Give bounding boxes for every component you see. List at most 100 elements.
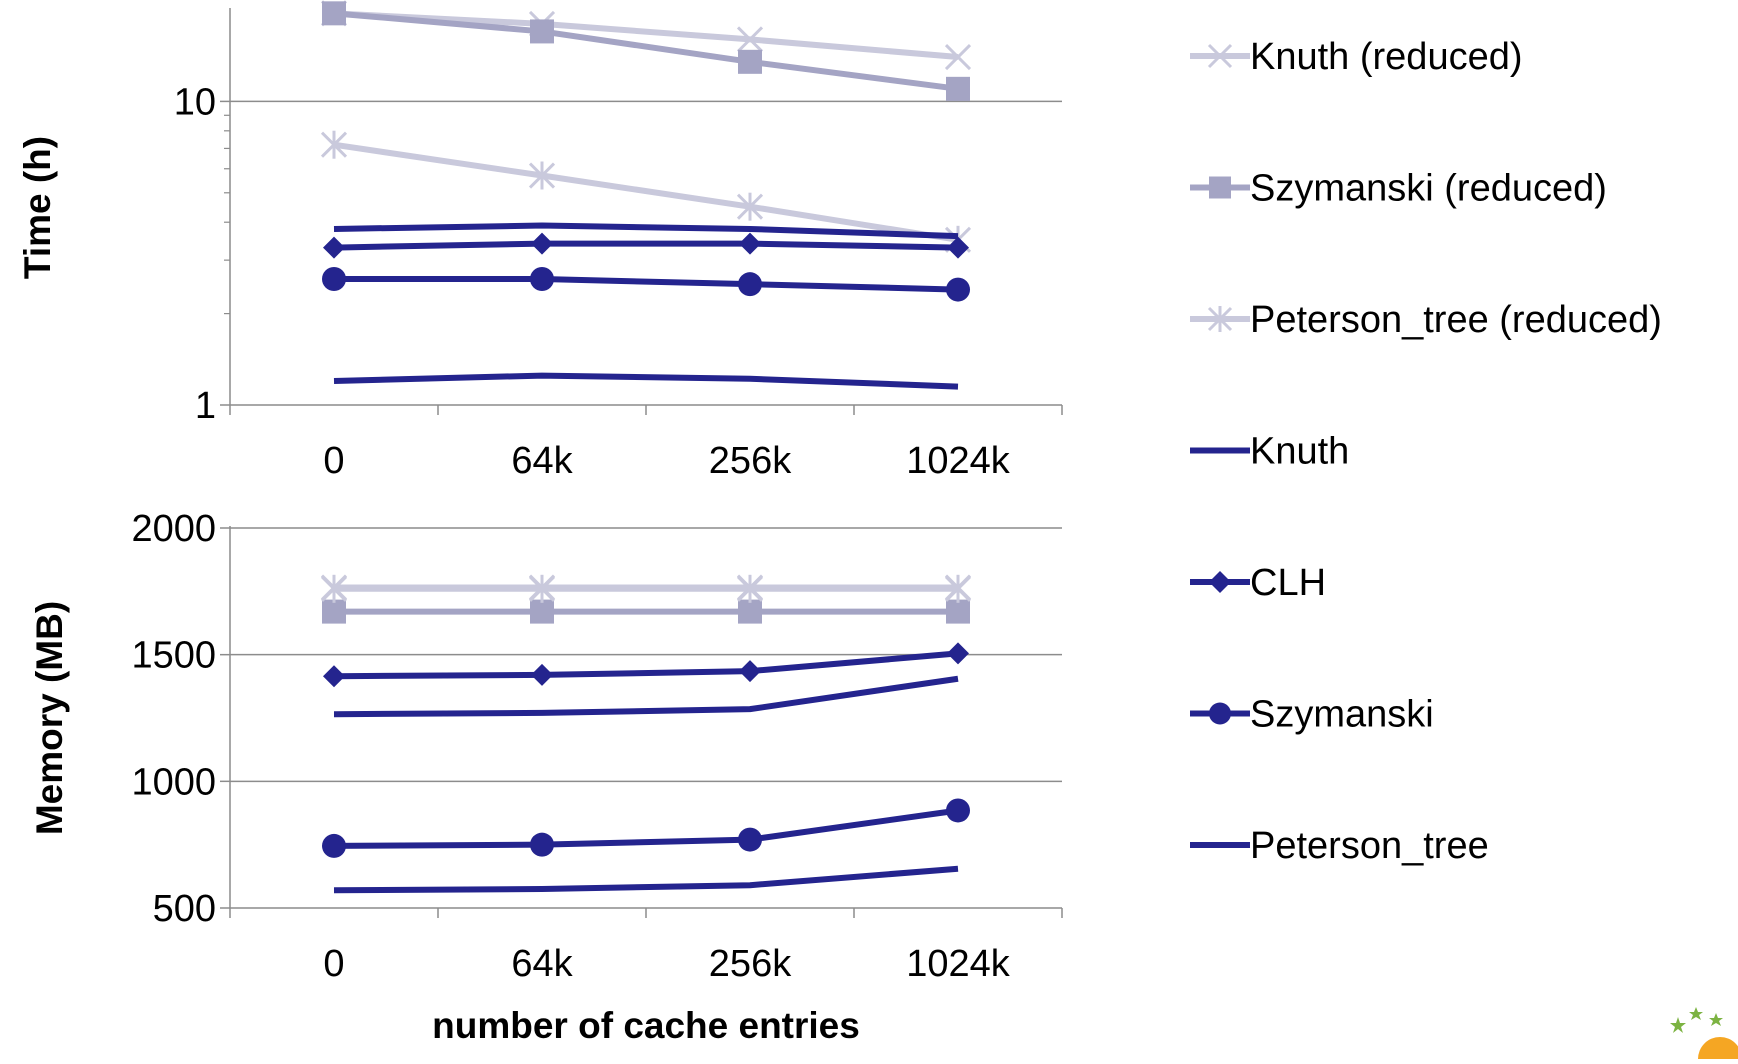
time-h-series-clh-point	[947, 236, 969, 259]
time-h-axis-title: Time (h)	[17, 136, 58, 279]
legend-item-clh-label: CLH	[1250, 562, 1326, 604]
memory-mb-series-szymanski-reduced-point	[738, 599, 762, 624]
legend-item-knuth-reduced-marker	[1207, 43, 1233, 69]
memory-mb-y-tick-label: 1000	[131, 761, 216, 803]
memory-mb-series-clh-point	[739, 660, 761, 683]
time-h-x-tick-label-0: 0	[323, 440, 344, 482]
memory-mb-series-szymanski-reduced	[322, 599, 970, 624]
memory-mb-series-clh-point	[947, 642, 969, 665]
time-h-series-knuth-reduced-line	[333, 10, 959, 61]
time-h-series-peterson-tree-line	[333, 372, 959, 390]
time-chart-panel: 1 10 0 64k 256k 1024k Time (h)	[17, 0, 1063, 482]
memory-mb-series-clh-line	[333, 650, 959, 680]
memory-mb-series-clh-point	[531, 663, 553, 686]
time-h-series-szymanski-reduced-point	[530, 19, 554, 44]
memory-mb-series-clh-point	[323, 665, 345, 688]
memory-mb-series-szymanski-point	[946, 798, 970, 823]
time-h-series-clh	[323, 232, 969, 259]
memory-mb-axis-title: Memory (MB)	[29, 601, 70, 835]
legend-item-szymanski-marker	[1209, 702, 1231, 725]
memory-mb-series-knuth-line	[333, 675, 959, 718]
time-h-x-tick-label-64k: 64k	[511, 440, 573, 482]
memory-mb-series-peterson-tree-reduced-point	[944, 574, 972, 603]
time-h-x-tick-label-1024k: 1024k	[906, 440, 1011, 482]
legend-item-peterson-tree: Peterson_tree	[1190, 825, 1489, 867]
time-h-y-tick-label: 1	[195, 385, 216, 427]
memory-mb-series-szymanski-reduced-point	[946, 599, 970, 624]
time-h-series-szymanski-point	[946, 277, 970, 302]
time-h-series-clh-point	[323, 236, 345, 259]
legend-item-clh: CLH	[1190, 562, 1326, 604]
memory-mb-series-szymanski-point	[738, 827, 762, 852]
time-h-series-knuth-reduced-point-stroke-b	[944, 43, 972, 71]
memory-mb-series-peterson-tree-line	[333, 865, 959, 894]
memory-mb-series-szymanski-reduced-point	[322, 599, 346, 624]
memory-mb-x-tick-label-1024k: 1024k	[906, 943, 1011, 985]
memory-mb-y-tick-label: 2000	[131, 508, 216, 550]
legend-item-szymanski: Szymanski	[1190, 694, 1434, 736]
time-h-series-szymanski-line	[334, 276, 959, 293]
memory-mb-series-peterson-tree-reduced-point	[528, 574, 556, 603]
time-h-series-knuth-line	[333, 222, 959, 240]
memory-mb-x-tick-label-64k: 64k	[511, 943, 573, 985]
time-h-series-szymanski-point	[530, 267, 554, 292]
time-h-series-szymanski-reduced	[322, 1, 970, 101]
legend-item-peterson-tree-reduced-label: Peterson_tree (reduced)	[1250, 299, 1662, 341]
legend-item-szymanski-label: Szymanski	[1250, 694, 1434, 736]
time-h-series-clh-point	[531, 232, 553, 255]
time-h-series-szymanski-reduced-point	[946, 76, 970, 101]
memory-mb-series-peterson-tree	[333, 865, 959, 894]
memory-mb-x-tick-label-256k: 256k	[709, 943, 792, 985]
time-h-series-knuth-reduced	[320, 0, 972, 71]
time-h-series-peterson-tree-reduced-point	[736, 192, 764, 221]
memory-mb-series-clh	[323, 642, 969, 688]
time-h-series-peterson-tree-reduced-point	[528, 161, 556, 190]
time-h-series-knuth-reduced-point	[944, 43, 972, 71]
time-h-y-tick-label: 10	[174, 81, 216, 123]
memory-mb-series-szymanski-point	[530, 832, 554, 857]
memory-mb-series-knuth	[333, 675, 959, 718]
memory-mb-y-tick-label: 1500	[131, 635, 216, 677]
memory-mb-series-szymanski-line	[333, 807, 959, 849]
legend-item-knuth-reduced-label: Knuth (reduced)	[1250, 36, 1523, 78]
legend-item-peterson-tree-reduced: Peterson_tree (reduced)	[1190, 299, 1662, 341]
memory-mb-series-szymanski-reduced-point	[530, 599, 554, 624]
time-h-series-szymanski-reduced-point	[738, 49, 762, 74]
legend-item-knuth-reduced: Knuth (reduced)	[1190, 36, 1523, 78]
time-h-series-szymanski-point	[738, 272, 762, 297]
memory-mb-series-szymanski-point	[322, 833, 346, 858]
chart-legend: Knuth (reduced) Szymanski (reduced) Peters…	[1190, 36, 1662, 867]
memory-mb-series-peterson-tree-reduced	[320, 574, 972, 603]
time-h-series-knuth-reduced-point-stroke-b	[736, 26, 764, 53]
legend-item-szymanski-reduced-marker	[1209, 176, 1231, 199]
time-h-series-szymanski-reduced-line	[333, 10, 959, 92]
time-h-series-peterson-tree	[333, 372, 959, 390]
time-h-series-szymanski	[322, 267, 970, 302]
memory-chart-panel: 500 1000 1500 2000 0 64k 256k 1024k Memory (MB) n…	[29, 508, 1063, 1046]
time-h-series-peterson-tree-reduced-point	[320, 130, 348, 159]
time-h-series-szymanski-point	[322, 267, 346, 292]
time-h-series-knuth	[333, 222, 959, 240]
memory-mb-y-tick-label: 500	[153, 888, 216, 930]
legend-item-szymanski-reduced-label: Szymanski (reduced)	[1250, 168, 1607, 210]
time-h-series-clh-line	[333, 240, 959, 251]
legend-item-clh-marker	[1209, 571, 1231, 593]
legend-item-knuth-label: Knuth	[1250, 431, 1349, 473]
time-h-x-tick-label-256k: 256k	[709, 440, 792, 482]
memory-mb-x-tick-label-0: 0	[323, 943, 344, 985]
time-h-series-clh-point	[739, 232, 761, 255]
legend-item-szymanski-reduced: Szymanski (reduced)	[1190, 168, 1607, 210]
x-axis-title: number of cache entries	[432, 1005, 860, 1046]
memory-mb-series-peterson-tree-reduced-point	[736, 574, 764, 603]
time-h-series-szymanski-reduced-point	[322, 1, 346, 26]
legend-item-peterson-tree-label: Peterson_tree	[1250, 825, 1489, 867]
memory-mb-series-peterson-tree-reduced-point	[320, 574, 348, 603]
time-h-series-peterson-tree-reduced-line	[333, 141, 959, 243]
corner-logo-icon	[1658, 999, 1738, 1064]
legend-item-knuth-reduced-marker-stroke-b	[1207, 43, 1233, 69]
legend-item-knuth: Knuth	[1190, 431, 1349, 473]
legend-item-peterson-tree-reduced-marker	[1207, 306, 1233, 332]
memory-mb-series-szymanski	[322, 798, 970, 858]
time-h-series-knuth-reduced-point	[736, 26, 764, 53]
